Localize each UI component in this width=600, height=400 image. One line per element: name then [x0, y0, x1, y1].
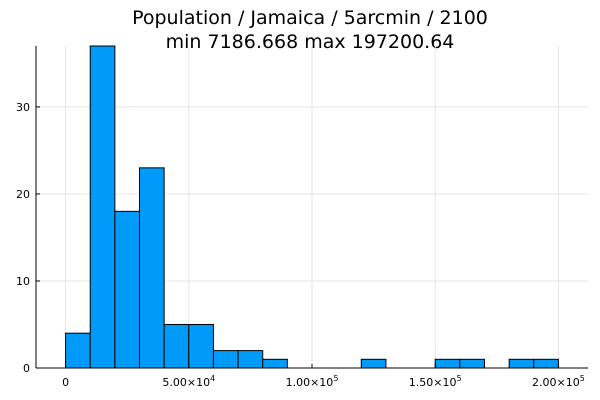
- histogram-bar-12: [360, 358, 387, 369]
- x-tick-label-4: 2.00×105: [532, 374, 585, 389]
- y-tick-label-1: 10: [16, 275, 30, 288]
- histogram-bar-1: [89, 45, 116, 369]
- axes: [35, 46, 588, 369]
- x-tick-label-0: 0: [62, 376, 69, 389]
- histogram-bar-3: [139, 167, 165, 369]
- histogram-bar-0: [65, 332, 91, 369]
- x-tick-label-2: 1.00×105: [286, 374, 339, 389]
- histogram-bars: [65, 45, 559, 369]
- y-tick-label-0: 0: [23, 362, 30, 375]
- histogram-bar-4: [163, 323, 190, 369]
- histogram-bar-6: [212, 350, 239, 369]
- x-tick-label-3: 1.50×105: [409, 374, 462, 389]
- histogram-bar-16: [459, 358, 486, 369]
- y-tick-label-2: 20: [16, 188, 30, 201]
- x-tick-label-1: 5.00×104: [162, 374, 215, 389]
- chart-title: Population / Jamaica / 5arcmin / 2100: [132, 7, 488, 29]
- histogram-bar-8: [262, 358, 288, 369]
- histogram-bar-5: [188, 323, 214, 369]
- histogram-bar-15: [434, 358, 461, 369]
- y-tick-label-3: 30: [16, 101, 30, 114]
- y-tick-labels: 0 10 20 30: [16, 101, 30, 375]
- x-tick-labels: 0 5.00×104 1.00×105 1.50×105 2.00×105: [62, 374, 585, 389]
- histogram-bar-2: [114, 210, 140, 369]
- chart-subtitle: min 7186.668 max 197200.64: [166, 31, 455, 53]
- histogram-bar-7: [237, 350, 264, 369]
- histogram-bar-18: [508, 358, 535, 369]
- histogram-bar-19: [533, 358, 559, 369]
